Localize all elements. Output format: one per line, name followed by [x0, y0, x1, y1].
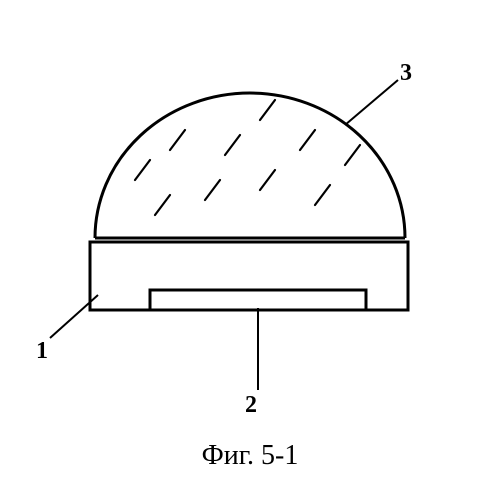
label-3: 3 [400, 60, 412, 87]
hatch-mark [170, 130, 185, 150]
diagram-svg [0, 0, 500, 500]
hatch-mark [205, 180, 220, 200]
figure-caption: Фиг. 5-1 [0, 440, 500, 472]
inner-rect [150, 290, 366, 310]
hatch-mark [315, 185, 330, 205]
hatch-mark [135, 160, 150, 180]
hatch-mark [155, 195, 170, 215]
leader-line-l1 [50, 295, 98, 338]
hatch-mark [260, 170, 275, 190]
hatch-mark [225, 135, 240, 155]
label-2: 2 [245, 392, 257, 419]
label-1: 1 [36, 338, 48, 365]
base-rect [90, 242, 408, 310]
figure-diagram: 1 2 3 Фиг. 5-1 [0, 0, 500, 500]
hatch-mark [345, 145, 360, 165]
hatch-mark [260, 100, 275, 120]
hatch-mark [300, 130, 315, 150]
leader-line-l3 [345, 80, 398, 125]
